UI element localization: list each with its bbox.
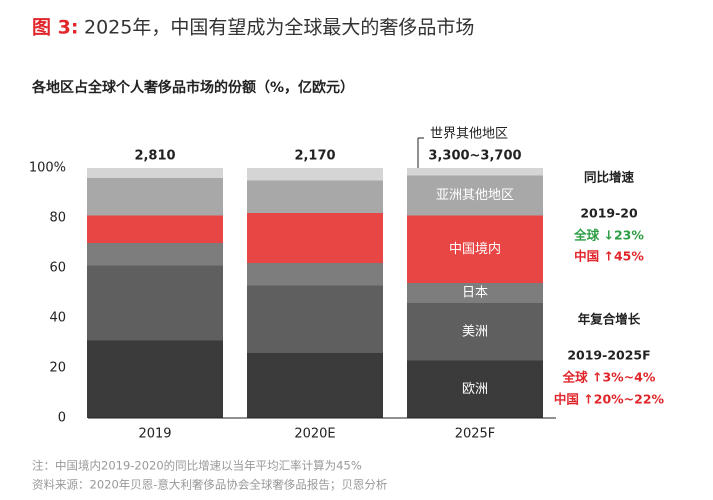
- callout-label: 世界其他地区: [430, 127, 508, 142]
- bar-segment: [247, 353, 383, 418]
- y-tick-label: 20: [49, 361, 66, 376]
- callout-bracket: [417, 137, 424, 172]
- bar-segment: [87, 215, 223, 243]
- segment-label: 日本: [462, 286, 488, 301]
- bar-segment: [407, 360, 543, 418]
- note: 注：中国境内2019-2020的同比增速以当年平均汇率计算为45%: [32, 459, 362, 473]
- panel-title: 同比增速: [584, 170, 635, 185]
- segment-label: 亚洲其他地区: [436, 188, 514, 203]
- segment-label: 中国境内: [449, 241, 501, 257]
- bar-segment: [247, 213, 383, 263]
- chart-title-lead: 图 3:: [32, 17, 78, 39]
- x-tick-label: 2025F: [455, 427, 496, 442]
- y-tick-label: 100%: [29, 161, 66, 176]
- chart-subtitle: 各地区占全球个人奢侈品市场的份额（%，亿欧元）: [31, 79, 354, 96]
- x-tick-label: 2019: [138, 427, 171, 442]
- panel-global: 全球 ↑3%~4%: [562, 370, 656, 385]
- bar-segment: [87, 265, 223, 341]
- bar-segment: [87, 243, 223, 266]
- panel-period: 2019-20: [580, 206, 638, 221]
- bar-segment: [407, 175, 543, 216]
- segment-label: 美洲: [462, 324, 488, 339]
- bar-segment: [87, 340, 223, 418]
- panel-period: 2019-2025F: [567, 348, 650, 363]
- bar-segment: [87, 168, 223, 178]
- bar-segment: [247, 285, 383, 353]
- bar-segment: [87, 178, 223, 216]
- note: 资料来源：2020年贝恩-意大利奢侈品协会全球奢侈品报告；贝恩分析: [32, 478, 387, 492]
- panel-china: 中国 ↑45%: [574, 249, 644, 264]
- y-tick-label: 0: [58, 411, 66, 426]
- bar-segment: [247, 168, 383, 181]
- bar-segment: [407, 303, 543, 361]
- total-label: 2,170: [294, 149, 335, 164]
- total-label: 3,300~3,700: [428, 149, 521, 164]
- bar-segment: [247, 263, 383, 286]
- y-tick-label: 60: [49, 261, 66, 276]
- bar-segment: [407, 215, 543, 283]
- total-label: 2,810: [134, 149, 175, 164]
- panel-china: 中国 ↑20%~22%: [554, 392, 665, 407]
- panel-global: 全球 ↓23%: [573, 228, 644, 243]
- bar-segment: [247, 180, 383, 213]
- bar-segment: [407, 283, 543, 303]
- bar-segment: [407, 168, 543, 176]
- chart-title: 2025年，中国有望成为全球最大的奢侈品市场: [84, 17, 474, 39]
- y-tick-label: 80: [49, 211, 66, 226]
- y-tick-label: 40: [49, 311, 66, 326]
- segment-label: 欧洲: [462, 382, 488, 397]
- panel-title: 年复合增长: [578, 312, 641, 327]
- x-tick-label: 2020E: [294, 427, 335, 442]
